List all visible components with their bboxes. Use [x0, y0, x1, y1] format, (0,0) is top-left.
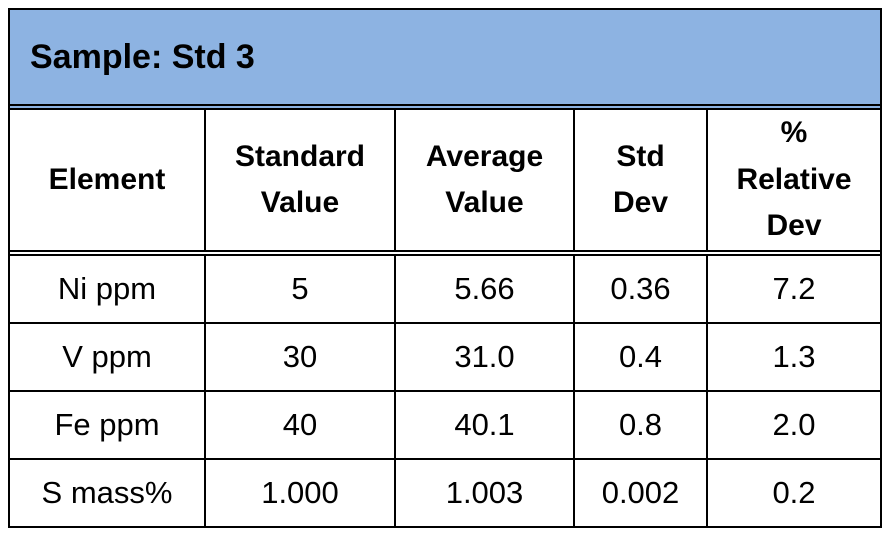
header-text: Std	[616, 139, 665, 173]
header-text: Average	[425, 139, 544, 173]
value-cell: 0.36	[573, 253, 708, 324]
value-cell: 0.8	[573, 390, 708, 460]
header-cell: % Relative Dev	[706, 110, 880, 256]
header-cell: Standard Value	[204, 110, 396, 256]
table-row: Ni ppm 5 5.66 0.36 7.2	[10, 253, 880, 324]
value-cell: 0.002	[573, 458, 708, 526]
table-row: Fe ppm 40 40.1 0.8 2.0	[10, 390, 880, 460]
element-cell: Ni ppm	[10, 253, 206, 324]
header-text: Dev	[612, 186, 669, 219]
header-text: Relative	[736, 162, 852, 196]
value-cell: 1.000	[204, 458, 396, 526]
table-body: Ni ppm 5 5.66 0.36 7.2 V ppm 30 31.0 0.4 1.3 Fe pp…	[10, 253, 880, 526]
element-cell: V ppm	[10, 322, 206, 392]
value-cell: 7.2	[706, 253, 880, 324]
header-text: %	[780, 116, 808, 150]
table-panel: Sample: Std 3 Element Standard Value Averag…	[8, 8, 882, 528]
header-text: Value	[260, 186, 340, 219]
value-cell: 0.2	[706, 458, 880, 526]
data-table: Element Standard Value Average Value Std Dev% R…	[10, 110, 880, 526]
element-cell: Fe ppm	[10, 390, 206, 460]
value-cell: 1.003	[394, 458, 575, 526]
value-cell: 2.0	[706, 390, 880, 460]
header-text: Dev	[766, 209, 822, 243]
header-text: Value	[445, 186, 524, 219]
header-text: Element	[48, 162, 166, 196]
panel-title: Sample: Std 3	[10, 10, 880, 110]
value-cell: 5	[204, 253, 396, 324]
value-cell: 31.0	[394, 322, 575, 392]
header-text: Standard	[234, 139, 366, 173]
header-row: Element Standard Value Average Value Std Dev% R…	[10, 110, 880, 256]
header-cell: Average Value	[394, 110, 575, 256]
table-row: S mass% 1.000 1.003 0.002 0.2	[10, 458, 880, 526]
value-cell: 1.3	[706, 322, 880, 392]
value-cell: 40	[204, 390, 396, 460]
value-cell: 30	[204, 322, 396, 392]
value-cell: 5.66	[394, 253, 575, 324]
value-cell: 0.4	[573, 322, 708, 392]
header-cell: Element	[10, 110, 206, 256]
header-cell: Std Dev	[573, 110, 708, 256]
element-cell: S mass%	[10, 458, 206, 526]
value-cell: 40.1	[394, 390, 575, 460]
table-row: V ppm 30 31.0 0.4 1.3	[10, 322, 880, 392]
